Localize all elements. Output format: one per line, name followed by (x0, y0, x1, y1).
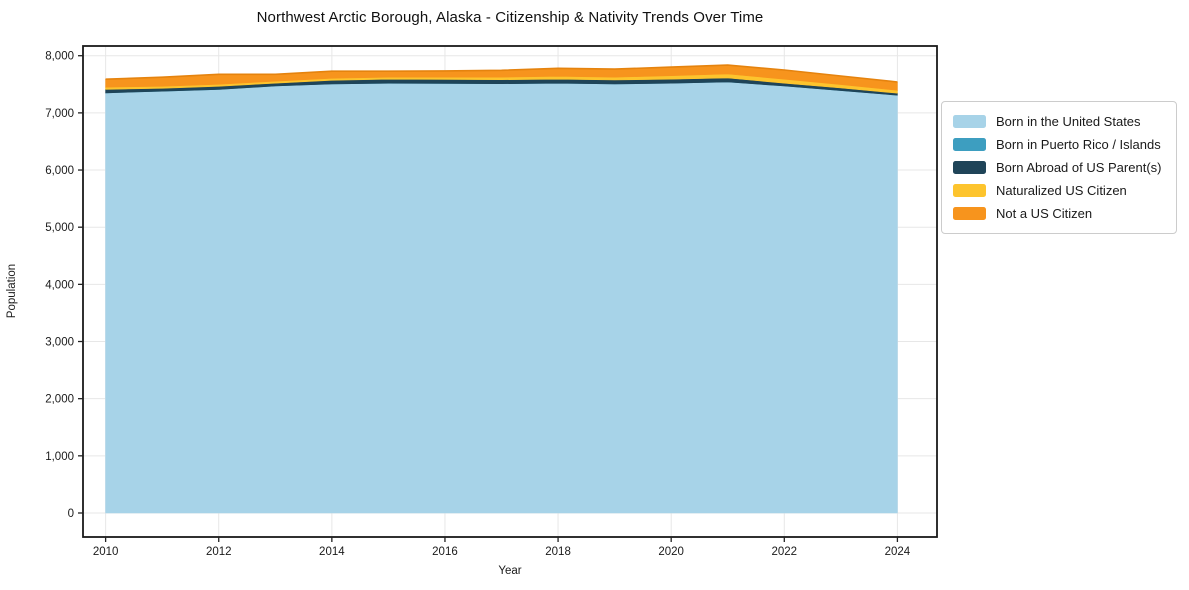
stacked-areas (105, 64, 898, 514)
svg-text:2010: 2010 (93, 546, 119, 558)
legend-item: Born in Puerto Rico / Islands (953, 133, 1164, 156)
legend-item-label: Not a US Citizen (996, 206, 1093, 221)
legend-color-swatch (953, 115, 986, 128)
svg-text:8,000: 8,000 (45, 51, 74, 63)
svg-text:6,000: 6,000 (45, 165, 74, 177)
y-axis-label: Population (6, 263, 18, 319)
area-band (105, 81, 898, 514)
y-axis-ticks: 0 1,000 2,000 3,000 4,000 5,000 6,000 7,000 8,00… (45, 51, 83, 520)
legend-item-label: Naturalized US Citizen (996, 183, 1127, 198)
legend-color-swatch (953, 207, 986, 220)
legend-item-label: Born in the United States (996, 114, 1141, 129)
plot-border (82, 45, 938, 538)
svg-text:2022: 2022 (772, 546, 798, 558)
legend-item: Born in the United States (953, 110, 1164, 133)
svg-text:1,000: 1,000 (45, 451, 74, 463)
svg-text:2018: 2018 (545, 546, 571, 558)
svg-text:0: 0 (68, 508, 74, 520)
legend-color-swatch (953, 161, 986, 174)
legend-color-swatch (953, 184, 986, 197)
x-axis-ticks: 2010 2012 2014 2016 2018 2020 2022 2024 (93, 537, 911, 558)
stack-top-edge (105, 64, 898, 83)
chart-title: Northwest Arctic Borough, Alaska - Citiz… (256, 9, 764, 26)
legend-item: Naturalized US Citizen (953, 179, 1164, 202)
svg-text:5,000: 5,000 (45, 222, 74, 234)
legend: Born in the United States Born in Puerto… (941, 101, 1177, 234)
x-axis-label: Year (498, 565, 522, 577)
svg-text:7,000: 7,000 (45, 108, 74, 120)
svg-text:2016: 2016 (432, 546, 458, 558)
svg-text:2020: 2020 (658, 546, 684, 558)
svg-text:3,000: 3,000 (45, 337, 74, 349)
legend-item-label: Born Abroad of US Parent(s) (996, 160, 1162, 175)
svg-text:2012: 2012 (206, 546, 232, 558)
svg-text:2,000: 2,000 (45, 394, 74, 406)
legend-item-label: Born in Puerto Rico / Islands (996, 137, 1161, 152)
svg-text:2024: 2024 (885, 546, 911, 558)
svg-text:4,000: 4,000 (45, 279, 74, 291)
legend-item: Not a US Citizen (953, 202, 1164, 225)
legend-item: Born Abroad of US Parent(s) (953, 156, 1164, 179)
svg-text:2014: 2014 (319, 546, 345, 558)
legend-color-swatch (953, 138, 986, 151)
